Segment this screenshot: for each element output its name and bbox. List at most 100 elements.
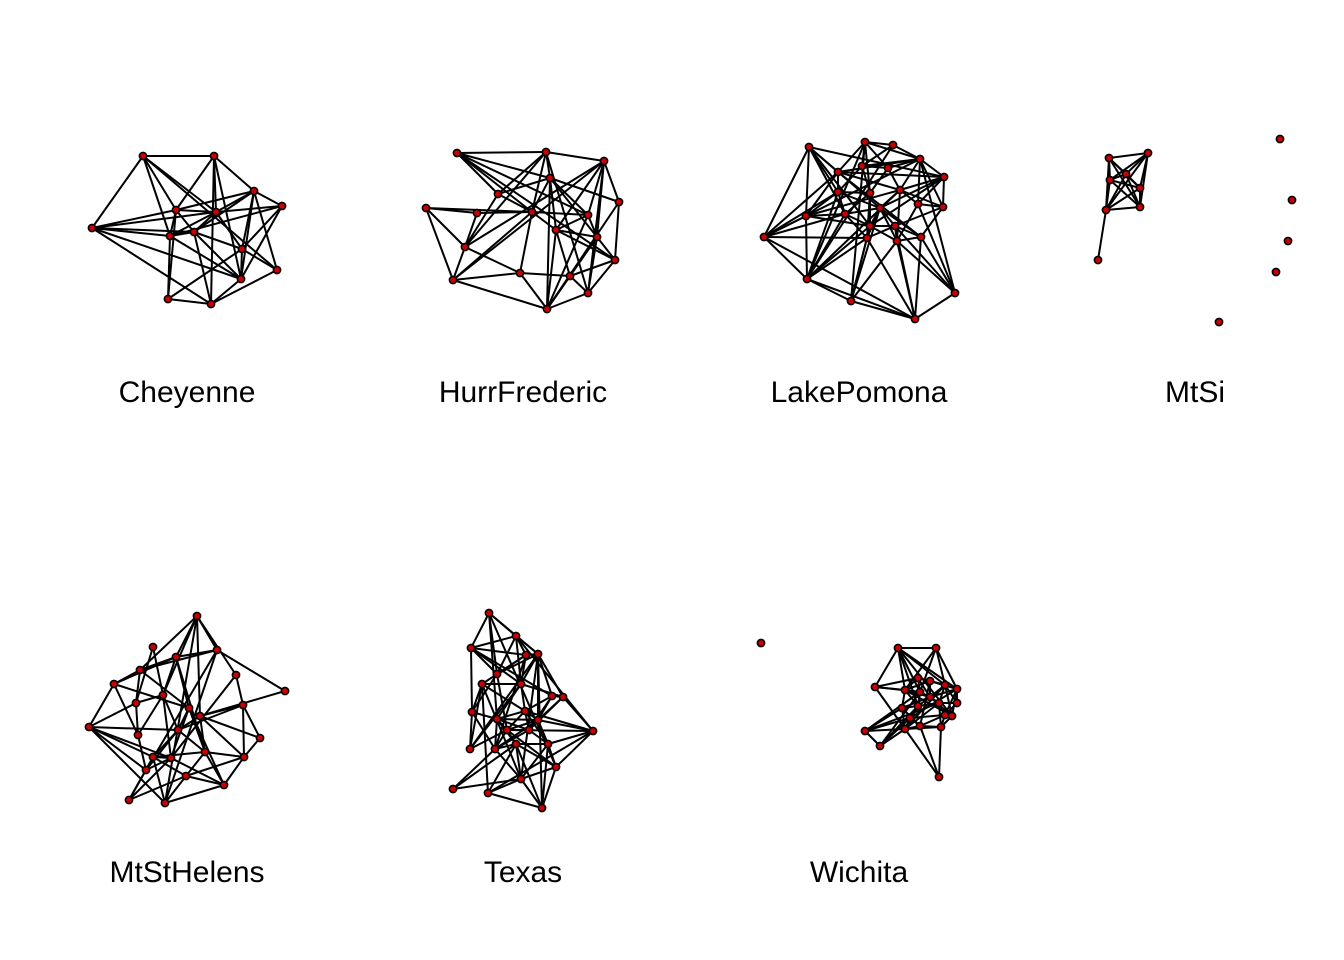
graph-edge	[88, 683, 115, 728]
graph-edge	[919, 158, 945, 178]
graph-node	[477, 679, 487, 689]
graph-node	[875, 741, 885, 751]
graph-edge	[524, 710, 594, 732]
graph-edge	[935, 647, 958, 690]
graph-node	[148, 752, 158, 762]
graph-edge	[145, 649, 218, 771]
graph-edge	[805, 215, 871, 227]
graph-edge	[899, 176, 945, 191]
graph-node	[163, 294, 173, 304]
graph-edge	[128, 757, 172, 801]
graph-edge	[506, 729, 557, 768]
graph-edge	[938, 726, 942, 778]
graph-node	[141, 765, 151, 775]
graph-node	[231, 670, 241, 680]
graph-edge	[128, 756, 154, 801]
graph-edge	[135, 694, 164, 704]
graph-node	[211, 207, 221, 217]
graph-node	[888, 140, 898, 150]
graph-node	[1093, 255, 1103, 265]
graph-node	[219, 780, 229, 790]
graph-edge	[537, 653, 553, 697]
graph-node	[545, 173, 555, 183]
graph-node	[916, 232, 926, 242]
graph-node	[558, 692, 568, 702]
graph-edge	[549, 177, 598, 238]
graph-node	[759, 232, 769, 242]
graph-node	[87, 223, 97, 233]
graph-edge	[904, 728, 940, 778]
graph-edge	[456, 152, 616, 261]
graph-edge	[520, 743, 549, 780]
graph-node	[1135, 202, 1145, 212]
graph-edge	[1105, 179, 1111, 211]
graph-edge	[805, 215, 808, 280]
graph-edge	[425, 207, 466, 248]
graph-node	[189, 227, 199, 237]
graph-edge	[169, 235, 242, 280]
graph-edge	[763, 236, 916, 320]
graph-node	[934, 772, 944, 782]
graph-edge	[91, 227, 195, 233]
graph-edge	[152, 756, 187, 777]
graph-edge	[519, 211, 533, 274]
graph-node	[913, 673, 923, 683]
graph-edge	[452, 748, 496, 790]
graph-node	[940, 710, 950, 720]
graph-edge	[520, 653, 539, 780]
graph-node	[915, 154, 925, 164]
graph-node	[249, 186, 259, 196]
graph-node	[756, 638, 766, 648]
graph-node	[857, 161, 867, 171]
graph-node	[1104, 153, 1114, 163]
graph-node	[551, 762, 561, 772]
graph-edge	[844, 207, 881, 215]
graph-edge	[864, 707, 903, 732]
graph-node	[1214, 317, 1224, 327]
graph-node	[238, 700, 248, 710]
graph-edge	[452, 272, 521, 281]
graph-edge	[909, 688, 958, 719]
graph-edge	[920, 206, 944, 238]
graph-edge	[546, 292, 589, 310]
graph-node	[206, 299, 216, 309]
graph-edge	[808, 146, 945, 178]
graph-node	[527, 207, 537, 217]
graph-edge	[452, 279, 548, 310]
graph-node	[255, 733, 265, 743]
graph-edge	[137, 734, 147, 771]
graph-edge	[241, 248, 278, 271]
graph-edge	[546, 214, 589, 310]
graph-edge	[135, 702, 139, 736]
graph-edge	[464, 246, 521, 274]
graph-edge	[866, 192, 871, 239]
graph-edge	[879, 691, 921, 747]
graph-node	[940, 680, 950, 690]
graph-edge	[464, 160, 605, 248]
graph-node	[592, 232, 602, 242]
graph-node	[212, 645, 222, 655]
graph-node	[583, 210, 593, 220]
graph-node	[173, 725, 183, 735]
graph-edge	[1105, 152, 1149, 211]
panel-label-cheyenne: Cheyenne	[118, 376, 256, 409]
graph-node	[1135, 183, 1145, 193]
graph-edge	[142, 155, 171, 237]
graph-node	[516, 774, 526, 784]
graph-node	[895, 185, 905, 195]
graph-edge	[216, 649, 286, 692]
graph-node	[938, 202, 948, 212]
graph-node	[448, 275, 458, 285]
graph-edge	[541, 743, 549, 809]
graph-edge	[763, 236, 808, 280]
graph-edge	[850, 240, 898, 302]
graph-edge	[519, 272, 571, 277]
panel-label-hurrfrederic: HurrFrederic	[438, 376, 608, 409]
graph-edge	[494, 654, 527, 750]
graph-edge	[253, 190, 283, 207]
graph-edge	[142, 155, 278, 271]
graph-node	[466, 643, 476, 653]
graph-edge	[91, 155, 144, 229]
graph-edge	[196, 615, 237, 676]
graph-node	[492, 714, 502, 724]
